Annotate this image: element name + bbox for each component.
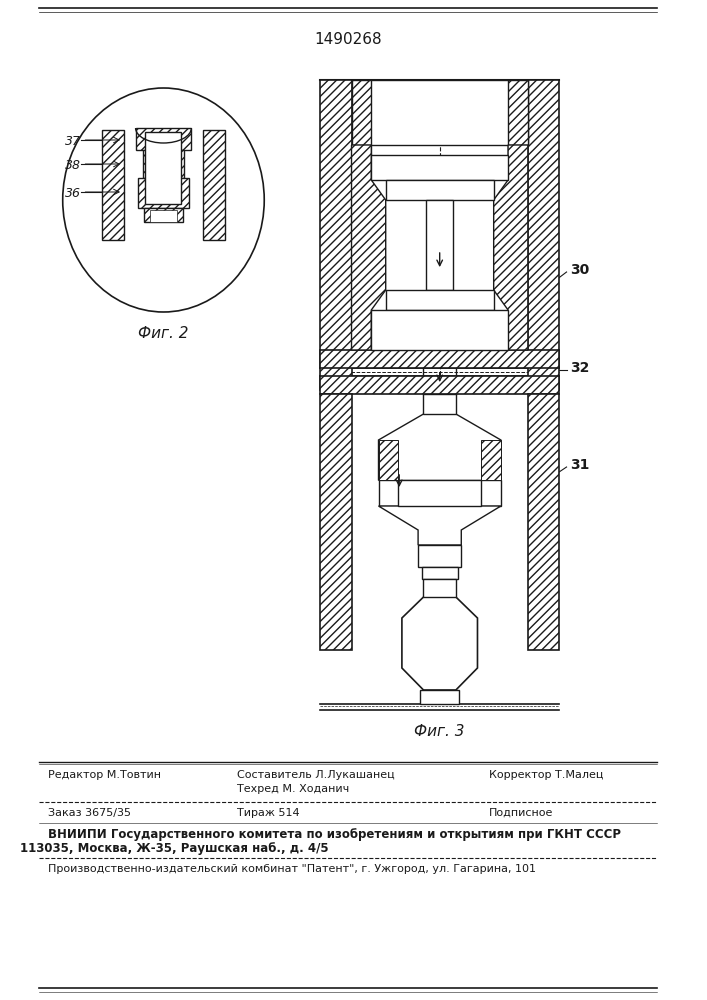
Bar: [386, 290, 493, 310]
Bar: [351, 80, 528, 145]
Text: 31: 31: [570, 458, 590, 472]
Bar: [146, 132, 182, 204]
Polygon shape: [402, 597, 477, 690]
Bar: [371, 155, 508, 180]
Text: Корректор Т.Малец: Корректор Т.Малец: [489, 770, 604, 780]
Bar: [351, 80, 371, 145]
Text: Фиг. 3: Фиг. 3: [414, 724, 465, 739]
Text: Подписное: Подписное: [489, 808, 554, 818]
Text: Составитель Л.Лукашанец: Составитель Л.Лукашанец: [238, 770, 395, 780]
Bar: [508, 80, 528, 145]
Bar: [423, 394, 456, 414]
Bar: [103, 130, 124, 240]
Bar: [418, 545, 461, 567]
Bar: [371, 310, 508, 350]
Polygon shape: [351, 145, 386, 350]
Text: Тираж 514: Тираж 514: [238, 808, 300, 818]
Bar: [139, 178, 189, 208]
Bar: [143, 150, 184, 178]
Polygon shape: [481, 440, 501, 480]
Text: Фиг. 2: Фиг. 2: [139, 326, 189, 341]
Text: 113035, Москва, Ж-35, Раушская наб., д. 4/5: 113035, Москва, Ж-35, Раушская наб., д. …: [20, 842, 329, 855]
Text: Заказ 3675/35: Заказ 3675/35: [48, 808, 132, 818]
Bar: [136, 128, 192, 150]
Bar: [528, 80, 559, 390]
Bar: [421, 567, 457, 579]
Bar: [203, 130, 225, 240]
Text: 38: 38: [64, 159, 81, 172]
Bar: [386, 180, 493, 200]
Bar: [426, 200, 453, 290]
Bar: [320, 376, 559, 394]
Bar: [423, 579, 456, 597]
Bar: [398, 480, 481, 506]
Polygon shape: [378, 440, 398, 480]
Text: Редактор М.Товтин: Редактор М.Товтин: [48, 770, 161, 780]
Bar: [320, 80, 351, 390]
Polygon shape: [493, 145, 528, 350]
Text: 37: 37: [64, 135, 81, 148]
Text: Производственно-издательский комбинат "Патент", г. Ужгород, ул. Гагарина, 101: Производственно-издательский комбинат "П…: [48, 864, 537, 874]
Text: 36: 36: [64, 187, 81, 200]
Text: 1490268: 1490268: [314, 32, 382, 47]
Polygon shape: [378, 414, 501, 506]
Text: 32: 32: [570, 361, 590, 375]
Bar: [528, 394, 559, 650]
Bar: [420, 690, 460, 704]
Bar: [320, 350, 559, 368]
Bar: [150, 210, 177, 222]
Text: 30: 30: [570, 263, 590, 277]
Text: Техред М. Ходанич: Техред М. Ходанич: [238, 784, 349, 794]
Polygon shape: [378, 506, 501, 545]
Bar: [378, 480, 501, 506]
Text: ВНИИПИ Государственного комитета по изобретениям и открытиям при ГКНТ СССР: ВНИИПИ Государственного комитета по изоб…: [48, 828, 621, 841]
Bar: [144, 208, 183, 222]
Bar: [320, 394, 351, 650]
